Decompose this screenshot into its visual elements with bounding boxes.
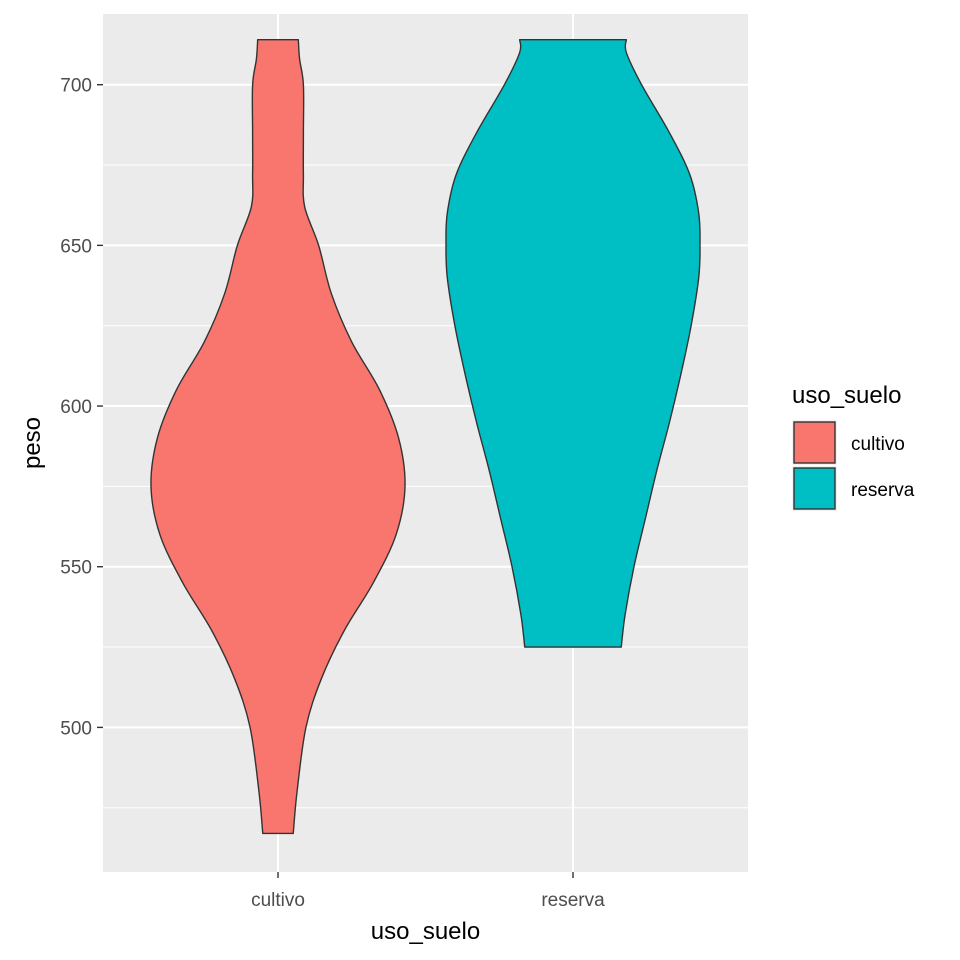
- x-tick-label: cultivo: [251, 890, 305, 911]
- y-axis-title: peso: [19, 417, 46, 469]
- legend: uso_suelo cultivo reserva: [792, 382, 915, 511]
- y-tick-label: 600: [60, 397, 92, 418]
- y-tick-label: 650: [60, 236, 92, 257]
- violin-cultivo: [150, 39, 406, 835]
- x-axis-title: uso_suelo: [371, 918, 480, 945]
- y-tick-label: 700: [60, 76, 92, 97]
- legend-key-cultivo: [793, 421, 836, 464]
- legend-key-reserva: [793, 467, 836, 510]
- y-axis: 500 550 600 650 700: [60, 76, 103, 739]
- y-tick-label: 500: [60, 718, 92, 739]
- legend-label-reserva: reserva: [851, 480, 915, 501]
- x-axis: cultivo reserva: [251, 872, 605, 911]
- legend-title: uso_suelo: [792, 382, 901, 409]
- violin-reserva: [445, 39, 701, 648]
- y-tick-label: 550: [60, 558, 92, 579]
- x-tick-label: reserva: [541, 890, 605, 911]
- violins: [150, 39, 701, 835]
- legend-label-cultivo: cultivo: [851, 434, 905, 455]
